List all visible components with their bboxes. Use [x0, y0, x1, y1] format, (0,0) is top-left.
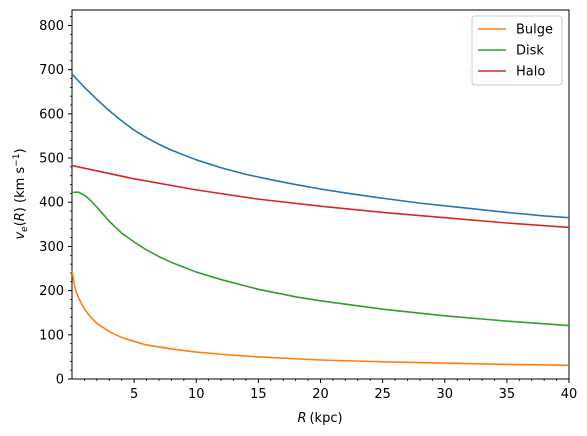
legend: Bulge Disk Halo	[471, 15, 563, 86]
x-tick-label: 40	[561, 387, 578, 402]
legend-label-bulge: Bulge	[516, 23, 553, 38]
y-tick-label: 100	[39, 328, 64, 343]
y-tick-label: 0	[56, 373, 64, 388]
y-tick-label: 500	[39, 152, 64, 167]
series-line-total	[71, 73, 570, 219]
x-tick-label: 15	[250, 387, 267, 402]
x-axis-ticks: 5 10 15 20 25 30 35 40	[130, 379, 577, 402]
x-tick-label: 20	[312, 387, 329, 402]
y-tick-label: 400	[39, 196, 64, 211]
series-line-halo	[71, 164, 570, 229]
x-tick-label: 30	[436, 387, 453, 402]
x-axis-label: R (kpc)	[297, 411, 342, 426]
series-lines	[71, 73, 570, 367]
x-tick-label: 25	[374, 387, 391, 402]
y-tick-label: 200	[39, 284, 64, 299]
legend-label-disk: Disk	[516, 44, 544, 59]
minor-ticks	[70, 16, 557, 381]
y-tick-label: 600	[39, 107, 64, 122]
y-axis-ticks: 0 100 200 300 400 500 600 700 800	[39, 19, 72, 388]
y-tick-label: 700	[39, 63, 64, 78]
y-axis-label: ve(R) (km s−1)	[12, 148, 30, 239]
series-line-disk	[71, 191, 570, 327]
y-tick-label: 300	[39, 240, 64, 255]
series-line-bulge	[71, 270, 570, 367]
x-tick-label: 35	[499, 387, 516, 402]
x-tick-label: 5	[130, 387, 138, 402]
x-tick-label: 10	[188, 387, 205, 402]
y-tick-label: 800	[39, 19, 64, 34]
legend-frame	[471, 15, 563, 86]
legend-label-halo: Halo	[516, 65, 545, 80]
